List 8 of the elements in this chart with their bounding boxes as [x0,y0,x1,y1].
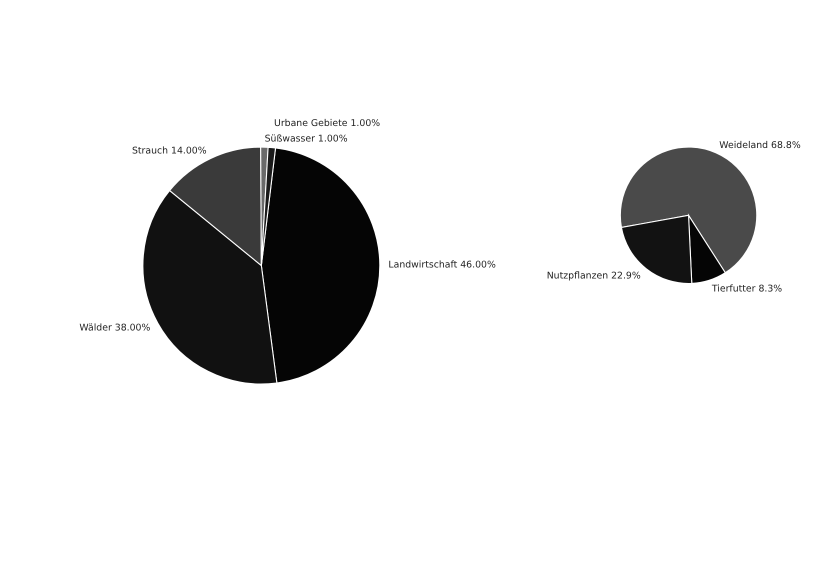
slice-label: Landwirtschaft 46.00% [388,260,496,271]
slice-label: Strauch 14.00% [132,146,207,157]
slice-label: Nutzpflanzen 22.9% [546,270,641,282]
slice-label: Wälder 38.00% [79,322,150,334]
slice-label: Tierfutter 8.3% [710,283,782,294]
slice-label: Weideland 68.8% [719,140,801,151]
slice-label: Süßwasser 1.00% [264,133,348,144]
slice-label: Urbane Gebiete 1.00% [274,118,380,130]
